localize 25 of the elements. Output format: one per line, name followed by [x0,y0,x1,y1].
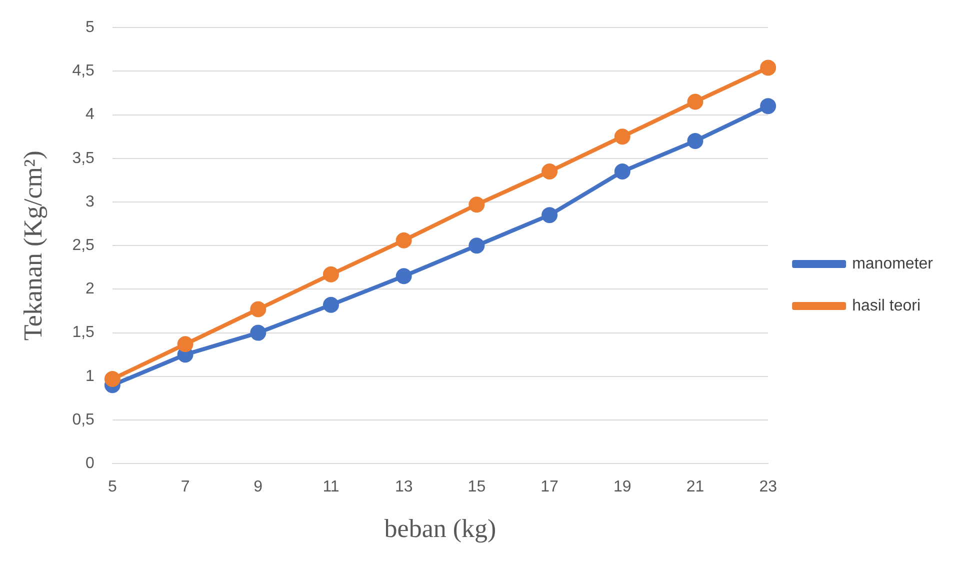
x-tick-label: 9 [254,478,263,496]
y-tick-label: 3,5 [72,150,95,167]
x-tick-label: 21 [686,478,704,496]
y-tick-label: 0,5 [72,411,95,428]
x-tick-label: 5 [108,478,117,496]
legend-label: manometer [852,255,934,272]
y-tick-label: 1 [86,368,95,385]
y-tick-label: 1,5 [72,324,95,342]
y-tick-label: 2,5 [72,237,95,254]
legend-label: hasil teori [852,297,921,314]
x-tick-label: 15 [468,478,486,496]
y-tick-label: 2 [86,280,95,298]
y-tick-label: 3 [86,193,95,210]
x-axis-title: beban (kg) [384,514,496,544]
x-tick-label: 17 [540,478,559,496]
x-tick-label: 13 [394,478,413,496]
y-tick-label: 4,5 [72,62,95,80]
x-tick-label: 23 [759,478,778,496]
y-axis-title: Tekanan (Kg/cm²) [18,150,48,341]
x-tick-label: 19 [613,478,632,496]
y-tick-label: 5 [86,19,95,36]
y-tick-label: 4 [86,106,95,124]
x-tick-label: 11 [322,478,340,496]
x-tick-label: 7 [180,478,190,496]
y-tick-label: 0 [86,455,95,472]
